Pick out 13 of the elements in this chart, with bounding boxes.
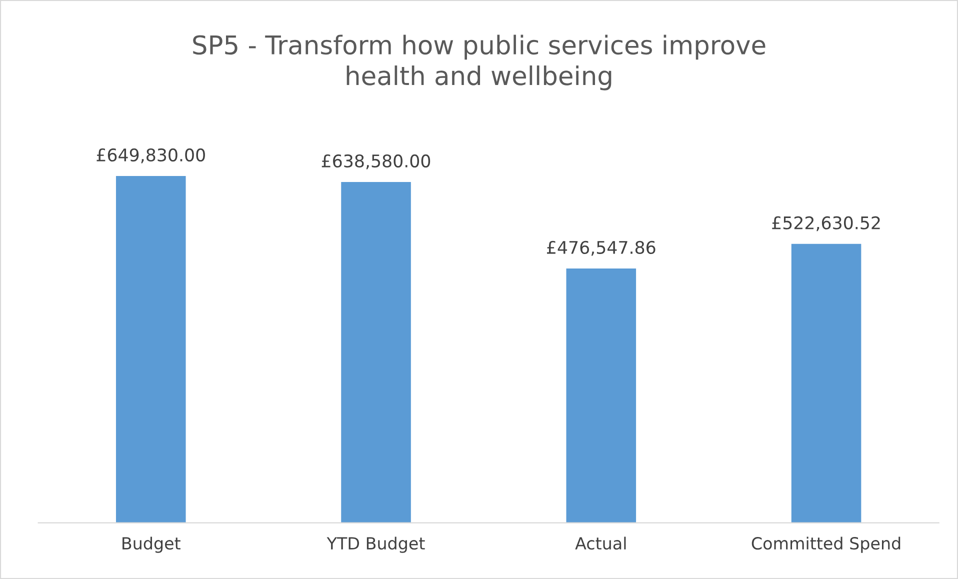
data-label: £638,580.00 [322, 154, 430, 170]
bar [341, 182, 411, 523]
chart-title: SP5 - Transform how public services improve health and wellbeing [193, 34, 766, 90]
x-tick-label: YTD Budget [326, 536, 425, 553]
x-tick-label: Budget [122, 536, 180, 553]
bar [116, 176, 186, 523]
data-label: £522,630.52 [772, 216, 880, 232]
x-tick-label: Committed Spend [752, 536, 900, 553]
data-label: £476,547.86 [547, 240, 656, 256]
bar [566, 268, 636, 523]
x-tick-label: Actual [575, 536, 626, 550]
bar [791, 244, 862, 523]
data-label: £649,830.00 [96, 148, 205, 164]
